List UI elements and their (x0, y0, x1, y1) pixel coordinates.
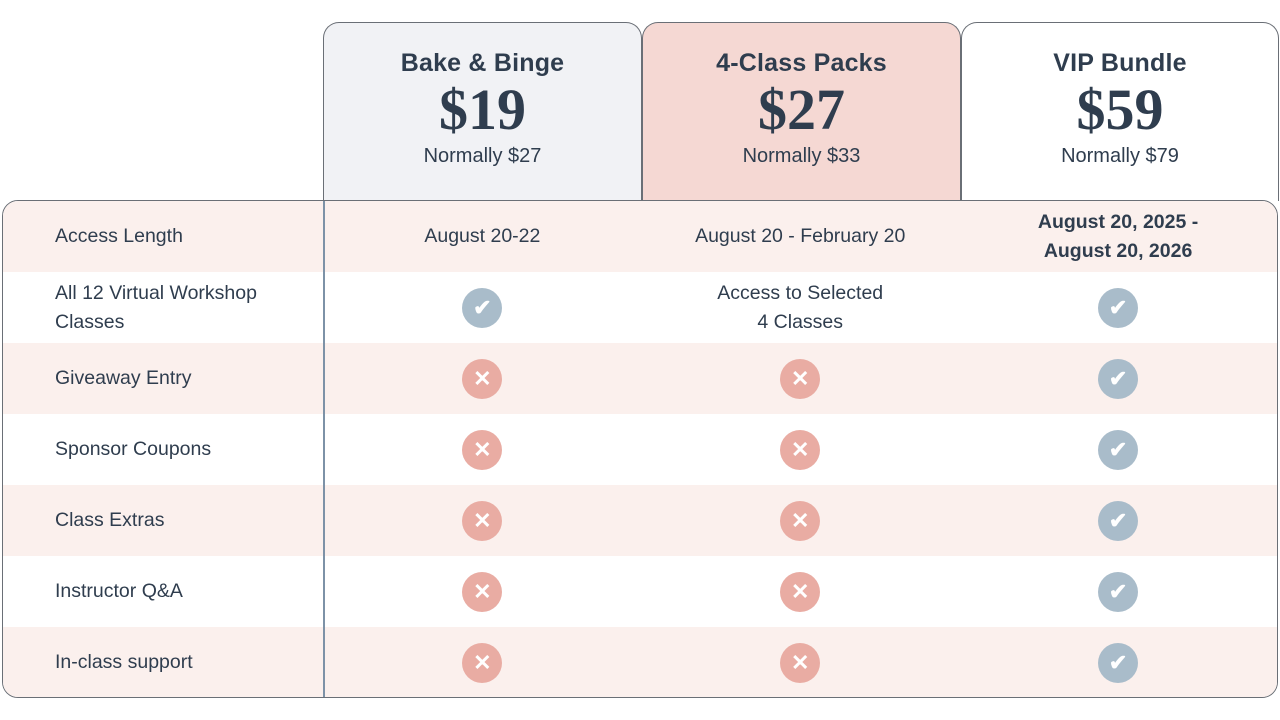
check-icon: ✔ (462, 287, 503, 328)
feature-label: Sponsor Coupons (55, 438, 212, 461)
plan-normal-price: Normally $27 (423, 144, 542, 167)
cross-icon: ✕ (462, 429, 503, 470)
plan-cell: ✕ (323, 343, 641, 414)
cross-icon: ✕ (462, 642, 503, 683)
column-divider (323, 201, 325, 697)
plan-cell: ✕ (641, 627, 959, 697)
feature-row-all-classes: All 12 Virtual Workshop Classes ✔ Access… (3, 272, 1277, 343)
plan-card-bake-and-binge[interactable]: Bake & Binge $19 Normally $27 (323, 22, 642, 201)
plan-cell: ✔ (959, 272, 1277, 343)
plan-cell: ✔ (959, 414, 1277, 485)
plan-cell: ✕ (323, 556, 641, 627)
plan-name: VIP Bundle (1053, 49, 1187, 77)
plan-cell: Access to Selected 4 Classes (717, 282, 884, 333)
check-icon: ✔ (1098, 642, 1139, 683)
feature-row-instructor-qa: Instructor Q&A ✕ ✕ ✔ (3, 556, 1277, 627)
comparison-table: Access Length August 20-22 August 20 - F… (2, 200, 1278, 698)
plan-cell: August 20 - February 20 (695, 225, 906, 248)
feature-row-class-extras: Class Extras ✕ ✕ ✔ (3, 485, 1277, 556)
feature-row-access-length: Access Length August 20-22 August 20 - F… (3, 201, 1277, 272)
cross-icon: ✕ (780, 642, 821, 683)
check-icon: ✔ (1098, 358, 1139, 399)
plan-cell: ✕ (323, 485, 641, 556)
cross-icon: ✕ (462, 571, 503, 612)
cross-icon: ✕ (462, 500, 503, 541)
feature-row-sponsor-coupons: Sponsor Coupons ✕ ✕ ✔ (3, 414, 1277, 485)
plan-cell: ✔ (959, 485, 1277, 556)
plan-cell: ✕ (641, 414, 959, 485)
plan-cell: ✕ (641, 485, 959, 556)
plan-cell: ✕ (641, 343, 959, 414)
feature-label: Giveaway Entry (55, 367, 192, 390)
plan-card-vip-bundle[interactable]: VIP Bundle $59 Normally $79 (961, 22, 1279, 201)
feature-row-in-class-support: In-class support ✕ ✕ ✔ (3, 627, 1277, 697)
plan-price: $27 (758, 77, 845, 142)
plan-cell: ✔ (959, 556, 1277, 627)
check-icon: ✔ (1098, 429, 1139, 470)
plan-card-4-class-packs[interactable]: 4-Class Packs $27 Normally $33 (642, 22, 961, 201)
feature-label: Instructor Q&A (55, 580, 183, 603)
check-icon: ✔ (1098, 287, 1139, 328)
check-icon: ✔ (1098, 500, 1139, 541)
check-icon: ✔ (1098, 571, 1139, 612)
plan-normal-price: Normally $33 (742, 144, 861, 167)
plan-name: 4-Class Packs (716, 49, 887, 77)
feature-label: All 12 Virtual Workshop Classes (55, 282, 257, 333)
plan-cell: ✕ (641, 556, 959, 627)
feature-label: In-class support (55, 651, 193, 674)
plan-cell: ✕ (323, 627, 641, 697)
feature-label: Access Length (55, 225, 183, 248)
cross-icon: ✕ (780, 358, 821, 399)
plan-cell: ✕ (323, 414, 641, 485)
plan-cell: ✔ (959, 627, 1277, 697)
plan-cell: ✔ (323, 272, 641, 343)
plan-cell: August 20-22 (424, 225, 541, 248)
plan-name: Bake & Binge (400, 49, 565, 77)
cross-icon: ✕ (780, 429, 821, 470)
feature-row-giveaway-entry: Giveaway Entry ✕ ✕ ✔ (3, 343, 1277, 414)
plan-normal-price: Normally $79 (1061, 144, 1179, 167)
cross-icon: ✕ (780, 571, 821, 612)
cross-icon: ✕ (780, 500, 821, 541)
feature-label: Class Extras (55, 509, 165, 532)
plan-price: $19 (439, 77, 526, 142)
plan-price: $59 (1076, 77, 1164, 142)
cross-icon: ✕ (462, 358, 503, 399)
plan-cell: ✔ (959, 343, 1277, 414)
plan-cell: August 20, 2025 - August 20, 2026 (1037, 211, 1199, 262)
